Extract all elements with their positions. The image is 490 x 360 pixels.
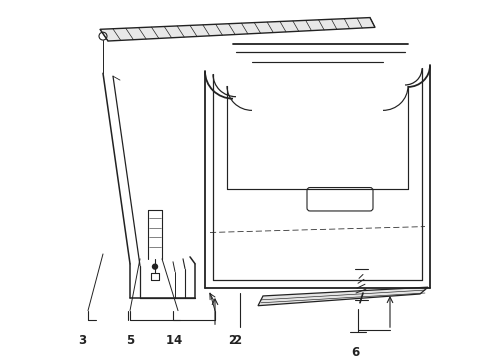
Text: 5: 5	[126, 334, 134, 347]
Text: 3: 3	[78, 334, 86, 347]
FancyBboxPatch shape	[307, 188, 373, 211]
Polygon shape	[100, 18, 375, 41]
Text: 2: 2	[233, 334, 241, 347]
Text: 1: 1	[166, 334, 174, 347]
Circle shape	[152, 264, 157, 269]
Text: 2: 2	[228, 334, 236, 347]
Text: 4: 4	[174, 334, 182, 347]
Text: 6: 6	[351, 346, 359, 359]
Polygon shape	[258, 287, 428, 306]
